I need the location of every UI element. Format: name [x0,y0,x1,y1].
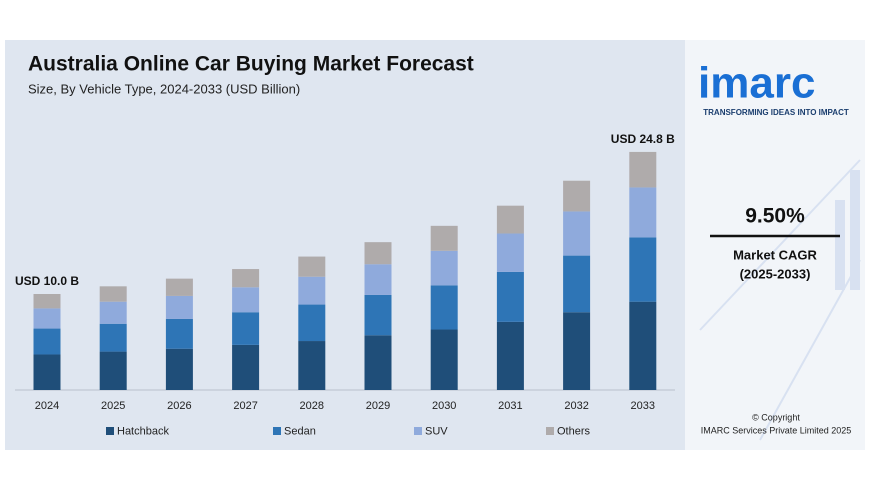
bar-segment [496,321,524,390]
bar-segment [165,278,193,296]
bar-segment [232,312,260,345]
bar-segment [232,287,260,313]
decor-line [699,159,861,331]
cagr-value: 9.50% [745,205,805,228]
bar-segment [298,256,326,277]
legend-label: Sedan [284,425,316,437]
x-tick-label: 2029 [366,400,390,412]
total-label: USD 10.0 B [15,274,79,288]
bar-segment [33,354,61,390]
bar-segment [563,312,591,390]
company: IMARC Services Private Limited 2025 [701,425,852,435]
x-tick-label: 2026 [167,400,191,412]
legend-swatch [546,427,554,435]
cagr-period: (2025-2033) [740,266,811,281]
legend-swatch [414,427,422,435]
cagr-label: Market CAGR [733,247,817,262]
bar-segment [629,301,657,390]
bar-segment [165,295,193,319]
chart-title: Australia Online Car Buying Market Forec… [28,53,474,76]
bar-segment [496,205,524,234]
tagline: TRANSFORMING IDEAS INTO IMPACT [703,108,849,117]
bar-segment [430,250,458,286]
bar-segment [496,271,524,322]
bar-segment [629,151,657,188]
bar-segment [232,344,260,390]
bar-segment [563,211,591,256]
legend-swatch [273,427,281,435]
bar-segment [99,301,127,324]
bar-segment [364,242,392,265]
side-decoration [699,159,861,441]
x-tick-label: 2031 [498,400,522,412]
side-panel [685,40,865,450]
logo: imarc [698,59,815,108]
x-tick-label: 2024 [35,400,59,412]
chart-subtitle: Size, By Vehicle Type, 2024-2033 (USD Bi… [28,81,300,96]
bar-segment [430,329,458,390]
bar-segment [629,237,657,302]
legend-label: SUV [425,425,448,437]
bar-segment [232,269,260,288]
bar-segment [563,180,591,212]
bar-segment [298,304,326,342]
bar-segment [298,276,326,305]
bar-segment [364,264,392,295]
x-tick-label: 2027 [233,400,257,412]
legend-label: Others [557,425,591,437]
bar-segment [430,225,458,251]
x-tick-label: 2030 [432,400,456,412]
decor-line [759,259,861,441]
bar-segment [33,308,61,329]
bar-segment [364,294,392,336]
x-tick-label: 2025 [101,400,125,412]
bar-segment [33,294,61,309]
bar-segment [33,328,61,355]
bar-segment [563,255,591,313]
bar-segment [430,285,458,330]
x-tick-label: 2028 [300,400,324,412]
copyright: © Copyright [752,412,800,422]
bar-segment [496,233,524,272]
total-label: USD 24.8 B [611,132,675,146]
bar-segment [99,351,127,390]
x-tick-label: 2032 [564,400,588,412]
legend-label: Hatchback [117,425,169,437]
legend-swatch [106,427,114,435]
bar-segment [165,348,193,390]
decor-bar [835,200,845,290]
bar-segment [629,187,657,238]
x-tick-label: 2033 [631,400,655,412]
decor-bar [850,170,860,290]
bar-segment [99,286,127,302]
bar-segment [298,341,326,390]
bar-segment [99,323,127,352]
bar-segment [165,318,193,349]
bar-segment [364,335,392,390]
